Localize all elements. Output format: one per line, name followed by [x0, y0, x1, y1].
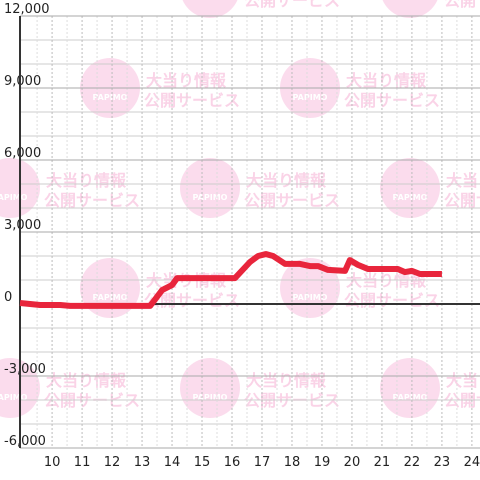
watermark-logo-text: PAPIMO: [93, 293, 128, 302]
x-tick-label: 24: [464, 455, 480, 470]
watermark-logo: [380, 158, 440, 218]
watermark-text: 公開サービス: [344, 91, 440, 110]
watermark-text: 公開サービス: [244, 0, 340, 10]
watermark-logo-text: PAPIMO: [0, 393, 28, 402]
watermark-logo-text: PAPIMO: [293, 93, 328, 102]
watermark-logo: [180, 158, 240, 218]
watermark-logo-text: PAPIMO: [393, 0, 428, 2]
x-tick-label: 18: [284, 455, 301, 470]
watermark-text: 大当り情報: [46, 371, 127, 390]
x-tick-label: 23: [434, 455, 451, 470]
x-tick-label: 13: [134, 455, 151, 470]
x-tick-label: 19: [314, 455, 331, 470]
watermark-text: 公開サービス: [44, 191, 140, 210]
watermark-logo: [380, 358, 440, 418]
watermark-logo-text: PAPIMO: [293, 293, 328, 302]
x-tick-label: 16: [224, 455, 241, 470]
watermark-text: 公開サービス: [144, 291, 240, 310]
watermark-logo: [182, 0, 238, 18]
data-line: [19, 251, 442, 309]
watermark-text: 大当り情報: [446, 171, 480, 190]
watermark-text: 公開サービス: [444, 0, 480, 10]
watermark-text: 公開サービス: [344, 291, 440, 310]
watermark-logo-text: PAPIMO: [193, 393, 228, 402]
x-tick-label: 14: [164, 455, 181, 470]
watermark-logo-text: PAPIMO: [0, 193, 28, 202]
grid: [20, 15, 480, 449]
watermark-text: 公開サービス: [144, 91, 240, 110]
x-tick-label: 11: [74, 455, 91, 470]
watermark-logo-text: PAPIMO: [393, 393, 428, 402]
watermark-logo-text: PAPIMO: [393, 193, 428, 202]
y-tick-label: 6,000: [4, 146, 41, 161]
watermark-logo-text: PAPIMO: [193, 193, 228, 202]
x-tick-label: 10: [44, 455, 61, 470]
watermark-logo-text: PAPIMO: [93, 93, 128, 102]
y-tick-label: 0: [4, 290, 12, 305]
x-tick-label: 20: [344, 455, 361, 470]
y-tick-label: -6,000: [4, 434, 46, 449]
plot: 10 11 12 13 14 15 16 17 18 19 20 21 22 23 24 -6,000 -3,0…: [4, 2, 480, 470]
watermark-text: 大当り情報: [246, 171, 327, 190]
x-tick-label: 12: [104, 455, 121, 470]
y-tick-label: -3,000: [4, 362, 46, 377]
x-tick-label: 22: [404, 455, 421, 470]
x-tick-label: 15: [194, 455, 211, 470]
watermark-text: 大当り情報: [346, 71, 427, 90]
watermark-text: 大当り情報: [46, 171, 127, 190]
x-tick-label: 17: [254, 455, 271, 470]
watermark-logo: [180, 358, 240, 418]
watermark-logo: [382, 0, 438, 18]
watermark-logo-text: PAPIMO: [193, 0, 228, 2]
watermark-text: 大当り情報: [446, 371, 480, 390]
y-tick-label: 9,000: [4, 74, 41, 89]
watermark-text: 公開サービス: [444, 191, 480, 210]
watermark-text: 大当り情報: [246, 371, 327, 390]
watermark-text: 大当り情報: [146, 71, 227, 90]
watermark-logo: [80, 258, 140, 318]
y-tick-label: 12,000: [4, 2, 50, 17]
x-tick-label: 21: [374, 455, 391, 470]
y-tick-label: 3,000: [4, 218, 41, 233]
